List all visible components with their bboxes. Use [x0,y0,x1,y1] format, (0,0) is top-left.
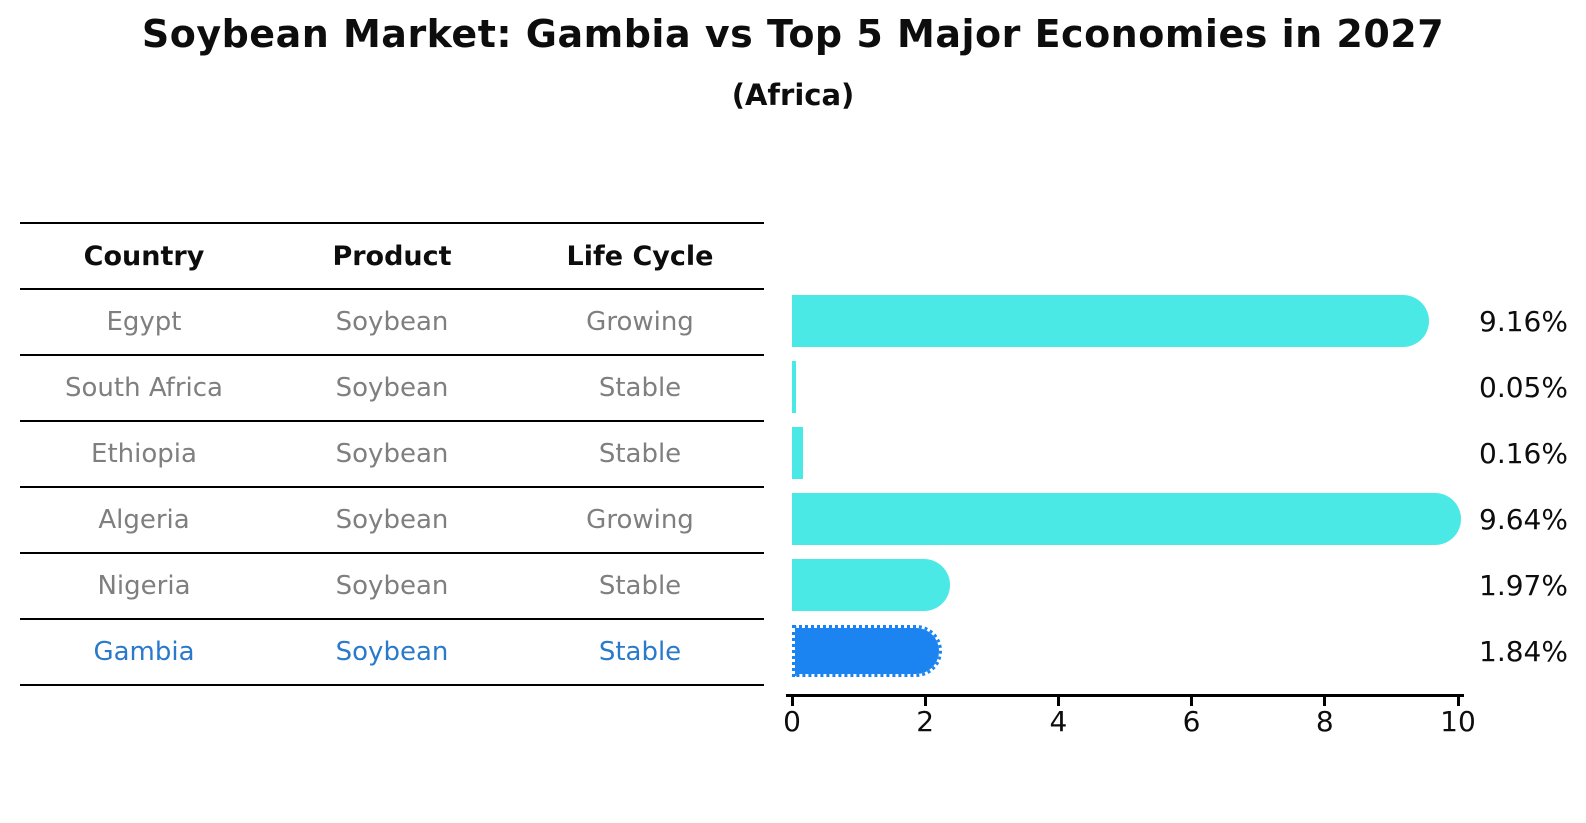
table-body: Egypt Soybean Growing South Africa Soybean St… [20,290,764,686]
cell-product: Soybean [335,571,449,601]
x-tick-mark-6 [1190,697,1194,706]
bar-ethiopia [792,427,803,479]
column-header-country: Country [83,240,205,272]
x-tick-label-10: 10 [1440,705,1476,738]
cell-lifecycle: Growing [586,505,694,535]
cell-product: Soybean [335,439,449,469]
cell-country: Algeria [98,505,190,535]
bar-nigeria [792,559,951,611]
x-tick-label-2: 2 [916,705,935,738]
cell-country: Egypt [106,307,182,337]
bar-egypt [792,295,1430,347]
cell-country: Nigeria [97,571,191,601]
cell-product: Soybean [335,373,449,403]
x-tick-label-6: 6 [1182,705,1201,738]
table-row-algeria: Algeria Soybean Growing [20,488,764,554]
value-label-south-africa: 0.05% [1479,370,1568,404]
table-header-row: Country Product Life Cycle [20,224,764,290]
bar-south-africa [792,361,796,413]
cell-product: Soybean [335,505,449,535]
cell-lifecycle: Stable [598,571,682,601]
bar-slot-algeria [792,486,1462,552]
cell-product: Soybean [335,307,449,337]
value-label-nigeria: 1.97% [1479,568,1568,602]
value-label-algeria: 9.64% [1479,502,1568,536]
table-row-ethiopia: Ethiopia Soybean Stable [20,422,764,488]
x-axis-line [786,694,1464,697]
table-row-nigeria: Nigeria Soybean Stable [20,554,764,620]
bar-plot-area [792,288,1462,684]
table-row-egypt: Egypt Soybean Growing [20,290,764,356]
cell-lifecycle: Growing [586,307,694,337]
x-tick-mark-8 [1323,697,1327,706]
column-header-lifecycle: Life Cycle [566,240,714,272]
x-tick-mark-0 [790,697,794,706]
value-label-ethiopia: 0.16% [1479,436,1568,470]
chart-title: Soybean Market: Gambia vs Top 5 Major Ec… [141,12,1445,56]
table-row-gambia: Gambia Soybean Stable [20,620,764,686]
bar-gambia [792,625,942,677]
value-label-column: 9.16% 0.05% 0.16% 9.64% 1.97% 1.84% [1479,288,1585,684]
cell-country: South Africa [65,373,223,403]
x-tick-label-8: 8 [1315,705,1334,738]
x-tick-mark-2 [923,697,927,706]
x-tick-label-0: 0 [783,705,801,738]
cell-country: Gambia [93,637,195,667]
bar-slot-ethiopia [792,420,1458,486]
x-tick-mark-10 [1456,697,1460,706]
cell-product: Soybean [335,637,449,667]
cell-country: Ethiopia [91,439,197,469]
value-label-egypt: 9.16% [1479,304,1568,338]
bar-slot-gambia [792,618,1458,684]
cell-lifecycle: Stable [598,373,682,403]
cell-lifecycle: Stable [598,439,682,469]
bar-slot-egypt [792,288,1458,354]
bar-slot-nigeria [792,552,1458,618]
x-tick-mark-4 [1056,697,1060,706]
bar-algeria [792,493,1462,545]
cell-lifecycle: Stable [598,637,682,667]
table-row-south-africa: South Africa Soybean Stable [20,356,764,422]
value-label-gambia: 1.84% [1479,634,1568,668]
x-tick-label-4: 4 [1049,705,1068,738]
column-header-product: Product [332,240,452,272]
country-table: Country Product Life Cycle Egypt Soybean G… [20,222,764,686]
bar-slot-south-africa [792,354,1458,420]
chart-subtitle: (Africa) [731,78,855,112]
